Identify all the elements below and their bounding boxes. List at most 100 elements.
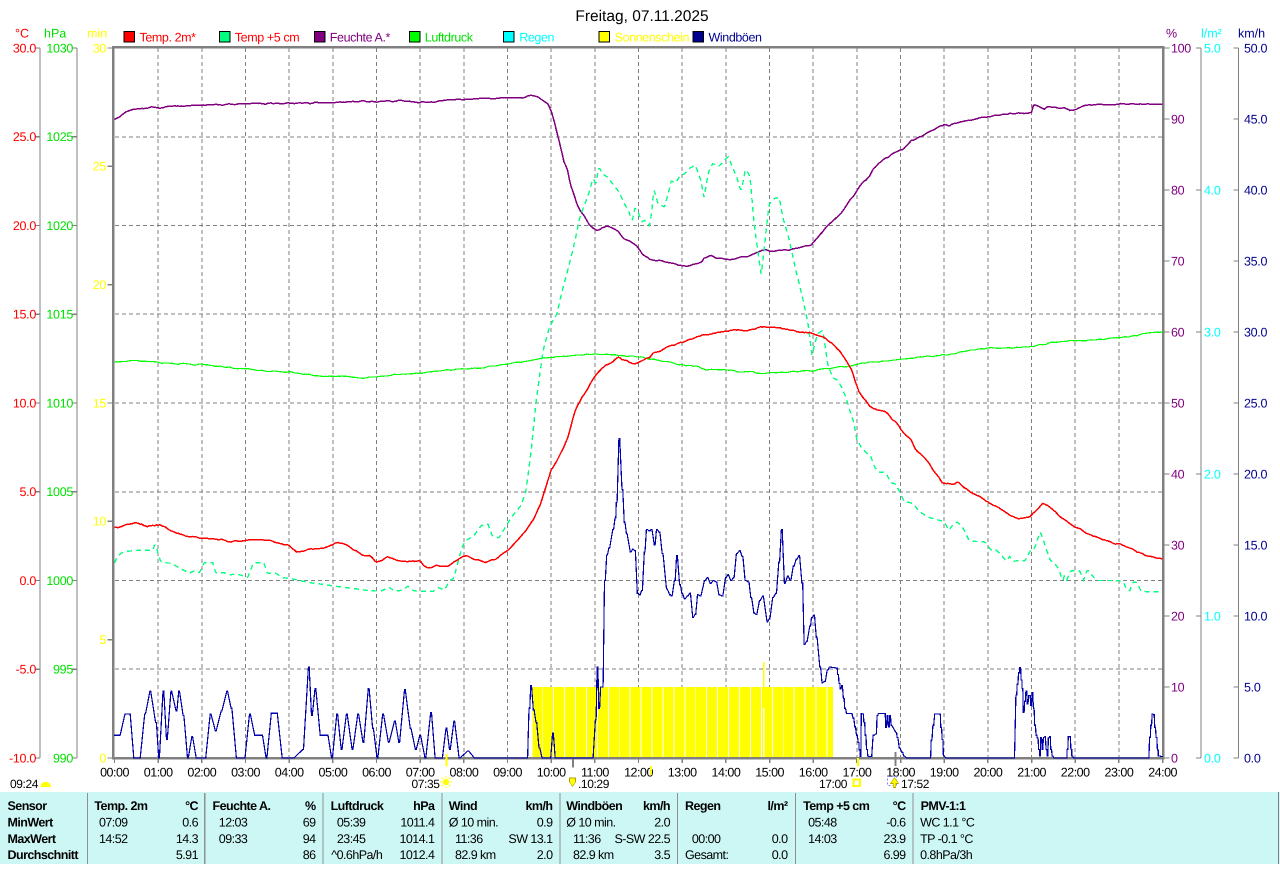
svg-text:12:03: 12:03 xyxy=(219,816,248,830)
svg-text:MaxWert: MaxWert xyxy=(8,832,57,846)
svg-text:17:00: 17:00 xyxy=(843,765,872,779)
svg-text:23:45: 23:45 xyxy=(337,832,366,846)
svg-text:07:09: 07:09 xyxy=(99,816,128,830)
svg-text:°C: °C xyxy=(185,799,198,813)
svg-text:01:00: 01:00 xyxy=(144,765,173,779)
svg-text:3.0: 3.0 xyxy=(1204,325,1221,339)
svg-text:Gesamt:: Gesamt: xyxy=(685,848,728,862)
svg-text:05:00: 05:00 xyxy=(319,765,348,779)
svg-text:1010: 1010 xyxy=(46,396,73,410)
svg-text:50: 50 xyxy=(1171,396,1185,410)
svg-text:25.0: 25.0 xyxy=(1244,396,1267,410)
svg-text:hPa: hPa xyxy=(413,799,436,813)
svg-text:1030: 1030 xyxy=(46,41,73,55)
svg-text:Durchschnitt: Durchschnitt xyxy=(8,848,80,862)
svg-text:07:00: 07:00 xyxy=(406,765,435,779)
svg-text:07:35: 07:35 xyxy=(412,777,441,791)
svg-text:12:00: 12:00 xyxy=(624,765,653,779)
svg-text:%: % xyxy=(1166,27,1177,41)
svg-text:86: 86 xyxy=(303,848,316,862)
svg-text:Temp +5 cm: Temp +5 cm xyxy=(803,799,870,813)
svg-text:3.5: 3.5 xyxy=(654,848,670,862)
svg-text:0.0: 0.0 xyxy=(1244,751,1261,765)
svg-text:0: 0 xyxy=(1171,751,1178,765)
svg-text:69: 69 xyxy=(303,816,316,830)
svg-text:06:00: 06:00 xyxy=(362,765,391,779)
svg-text:1.0: 1.0 xyxy=(1204,609,1221,623)
svg-text:2.0: 2.0 xyxy=(654,816,670,830)
svg-text:5.0: 5.0 xyxy=(1204,41,1221,55)
svg-text:6.99: 6.99 xyxy=(883,848,906,862)
svg-text:min: min xyxy=(87,27,107,41)
svg-text:Windböen: Windböen xyxy=(709,31,763,45)
svg-text:Ø 10 min.: Ø 10 min. xyxy=(566,816,615,830)
svg-text:1015: 1015 xyxy=(46,308,73,322)
svg-text:11:36: 11:36 xyxy=(455,832,483,846)
svg-text:1025: 1025 xyxy=(46,130,73,144)
svg-text:S-SW 22.5: S-SW 22.5 xyxy=(615,832,671,846)
svg-text:20.0: 20.0 xyxy=(1244,467,1267,481)
svg-text:Temp +5 cm: Temp +5 cm xyxy=(235,31,299,45)
svg-text:Regen: Regen xyxy=(685,799,720,813)
svg-text:Regen: Regen xyxy=(519,31,554,45)
svg-text:TP -0.1 °C: TP -0.1 °C xyxy=(920,832,973,846)
svg-text:13:00: 13:00 xyxy=(668,765,697,779)
svg-text:0.8hPa/3h: 0.8hPa/3h xyxy=(920,848,973,862)
svg-text:0.9: 0.9 xyxy=(537,816,553,830)
svg-text:Luftdruck: Luftdruck xyxy=(425,31,474,45)
svg-text:25.0: 25.0 xyxy=(13,130,36,144)
svg-text:1014.1: 1014.1 xyxy=(399,832,435,846)
svg-text:17:52: 17:52 xyxy=(901,777,930,791)
svg-text:30.0: 30.0 xyxy=(1244,325,1267,339)
svg-text:MinWert: MinWert xyxy=(8,816,55,830)
svg-text:94: 94 xyxy=(303,832,316,846)
svg-text:°C: °C xyxy=(893,799,906,813)
svg-text:45.0: 45.0 xyxy=(1244,112,1267,126)
svg-text:Temp. 2m*: Temp. 2m* xyxy=(140,31,197,45)
svg-text:82.9 km: 82.9 km xyxy=(455,848,496,862)
svg-text:0.0: 0.0 xyxy=(772,848,788,862)
svg-text:-0.6: -0.6 xyxy=(886,816,906,830)
svg-text:11:00: 11:00 xyxy=(581,765,609,779)
svg-text:30.0: 30.0 xyxy=(13,41,36,55)
svg-text:2.0: 2.0 xyxy=(1204,467,1221,481)
svg-text:08:00: 08:00 xyxy=(450,765,479,779)
svg-text:1012.4: 1012.4 xyxy=(399,848,435,862)
svg-text:30: 30 xyxy=(1171,538,1185,552)
svg-text:10.0: 10.0 xyxy=(13,396,36,410)
svg-text:30: 30 xyxy=(93,41,107,55)
svg-text:Sonnenschein: Sonnenschein xyxy=(615,31,690,45)
svg-text:hPa: hPa xyxy=(44,27,66,41)
svg-text:15: 15 xyxy=(93,396,107,410)
svg-text:5.0: 5.0 xyxy=(1244,680,1261,694)
svg-text:09:33: 09:33 xyxy=(219,832,248,846)
svg-text:WC 1.1 °C: WC 1.1 °C xyxy=(920,816,975,830)
svg-text:Feuchte A.*: Feuchte A.* xyxy=(330,31,391,45)
svg-text:0.0: 0.0 xyxy=(20,574,37,588)
svg-text:03:00: 03:00 xyxy=(231,765,260,779)
svg-text:1000: 1000 xyxy=(46,574,73,588)
svg-text:60: 60 xyxy=(1171,325,1185,339)
svg-text:82.9 km: 82.9 km xyxy=(573,848,614,862)
svg-text:1011.4: 1011.4 xyxy=(400,816,435,830)
svg-text:Freitag, 07.11.2025: Freitag, 07.11.2025 xyxy=(575,8,708,25)
svg-text:1020: 1020 xyxy=(46,219,73,233)
svg-text:90: 90 xyxy=(1171,112,1185,126)
svg-text:14:03: 14:03 xyxy=(808,832,837,846)
svg-text:20.0: 20.0 xyxy=(13,219,36,233)
svg-text:14.3: 14.3 xyxy=(176,832,199,846)
svg-text:20: 20 xyxy=(1171,609,1185,623)
svg-text:100: 100 xyxy=(1171,41,1191,55)
svg-text:l/m²: l/m² xyxy=(1201,27,1222,41)
svg-text:Luftdruck: Luftdruck xyxy=(331,799,384,813)
svg-text:15.0: 15.0 xyxy=(13,308,36,322)
svg-text:10: 10 xyxy=(1171,680,1185,694)
svg-text:-5.0: -5.0 xyxy=(16,663,37,677)
svg-text:10:00: 10:00 xyxy=(537,765,566,779)
svg-text:5: 5 xyxy=(99,633,106,647)
svg-text:23:00: 23:00 xyxy=(1105,765,1134,779)
svg-text:-10.0: -10.0 xyxy=(9,751,36,765)
svg-text:20: 20 xyxy=(93,278,107,292)
svg-text:km/h: km/h xyxy=(643,799,670,813)
svg-text:15.0: 15.0 xyxy=(1244,538,1267,552)
